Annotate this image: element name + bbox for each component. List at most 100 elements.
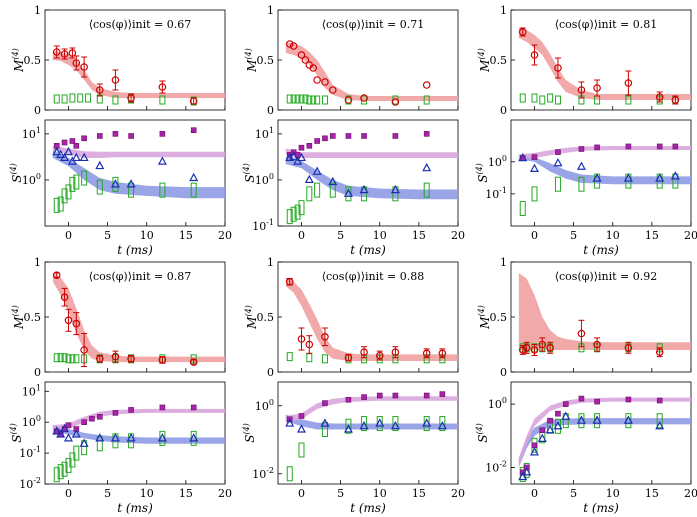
m-green-marker xyxy=(85,93,92,103)
xtick-label: 0 xyxy=(298,487,305,500)
s-green-marker xyxy=(96,179,103,195)
s-blue-marker xyxy=(312,166,322,175)
s-ytick-label: 100 xyxy=(22,172,41,187)
s-blue-marker xyxy=(126,433,136,442)
xtick-label: 15 xyxy=(179,487,193,500)
xtick-label: 5 xyxy=(104,229,111,242)
m-green-marker xyxy=(112,95,119,105)
s-blue-marker xyxy=(537,433,547,442)
s-blue-marker xyxy=(529,447,539,456)
s-green-marker xyxy=(423,182,430,198)
m-red-marker xyxy=(391,98,400,106)
s-blue-marker xyxy=(71,152,81,162)
s-purple-marker xyxy=(128,407,134,413)
xtick-label: 15 xyxy=(179,229,193,242)
m-red-marker xyxy=(522,343,531,352)
m-green-marker xyxy=(298,94,305,104)
s-green-marker xyxy=(57,464,64,480)
xlabel: t (ms) xyxy=(583,501,619,515)
s-green-marker xyxy=(554,176,561,192)
m-red-marker xyxy=(52,271,61,280)
subplot-5: 0 0.5 1 M(4) ⟨cos(φ)⟩init = 0.88 10-2 100 0 5 10 1… xyxy=(242,256,465,515)
m-green-marker xyxy=(519,93,526,103)
subplot-4: 00.51M(4)⟨cos(φ)⟩init = 0.8710-210-11001… xyxy=(9,256,232,515)
s-blue-marker xyxy=(110,433,120,442)
m-ytick-label: 1 xyxy=(34,4,41,17)
m-ylabel: M(4) xyxy=(244,305,259,330)
m-red-marker xyxy=(189,97,198,105)
annotation-text: ⟨cos(φ)⟩init = 0.67 xyxy=(89,18,192,31)
m-red-band xyxy=(518,273,691,350)
xtick-label: 20 xyxy=(684,229,697,242)
s-blue-marker xyxy=(320,418,330,427)
m-red-marker xyxy=(577,86,586,94)
m-red-marker xyxy=(328,86,337,94)
s-green-marker xyxy=(73,445,80,461)
s-blue-marker xyxy=(553,420,563,430)
s-purple-marker xyxy=(314,138,320,144)
m-green-marker xyxy=(423,95,430,105)
s-purple-marker xyxy=(439,391,446,397)
m-green-marker xyxy=(294,94,301,104)
m-ylabel: M(4) xyxy=(244,48,259,73)
s-blue-marker xyxy=(126,179,136,188)
s-blue-marker xyxy=(561,411,571,420)
m-green-marker xyxy=(286,94,293,104)
xtick-label: 20 xyxy=(218,487,232,500)
s-purple-marker xyxy=(392,133,399,139)
m-axes-frame xyxy=(510,9,692,111)
xtick-label: 20 xyxy=(451,229,465,242)
m-red-marker xyxy=(297,335,306,343)
xtick-label: 20 xyxy=(218,229,232,242)
m-green-marker xyxy=(345,95,352,105)
xtick-label: 10 xyxy=(606,229,620,242)
m-ytick-label: 0.5 xyxy=(257,311,275,324)
m-red-marker xyxy=(95,86,104,94)
m-red-marker xyxy=(64,316,73,325)
s-blue-marker xyxy=(71,429,81,438)
s-green-marker xyxy=(439,416,446,432)
s-blue-marker xyxy=(343,424,353,433)
s-green-marker xyxy=(128,182,135,198)
xtick-label: 5 xyxy=(337,487,344,500)
s-green-marker xyxy=(306,186,313,202)
m-red-marker xyxy=(72,59,81,67)
s-blue-band xyxy=(518,418,691,468)
m-red-marker xyxy=(305,340,314,349)
m-green-marker xyxy=(321,95,328,105)
m-red-marker xyxy=(158,356,167,364)
s-blue-marker xyxy=(56,429,66,438)
s-purple-marker xyxy=(81,135,87,142)
m-red-marker xyxy=(127,94,135,102)
m-green-marker xyxy=(128,354,135,364)
m-ytick-label: 0.5 xyxy=(257,54,275,67)
annotation-text: ⟨cos(φ)⟩init = 0.81 xyxy=(555,18,658,31)
s-blue-marker xyxy=(623,173,633,182)
m-red-marker xyxy=(624,343,633,352)
s-blue-marker xyxy=(518,471,528,481)
xlabel: t (ms) xyxy=(350,501,386,515)
m-red-band xyxy=(52,51,226,98)
m-red-marker xyxy=(95,354,104,363)
s-purple-marker xyxy=(555,149,561,155)
s-green-marker xyxy=(578,176,585,192)
m-ytick-label: 0.5 xyxy=(490,311,508,324)
xtick-label: 0 xyxy=(65,487,72,500)
s-purple-marker xyxy=(578,146,585,152)
s-ytick-label: 10-2 xyxy=(19,476,41,491)
s-purple-marker xyxy=(96,133,103,139)
s-blue-marker xyxy=(60,423,70,433)
m-red-marker xyxy=(530,51,539,59)
m-red-marker xyxy=(285,40,294,48)
xlabel: t (ms) xyxy=(117,501,153,515)
m-red-marker xyxy=(655,348,664,357)
m-red-marker xyxy=(297,51,306,59)
s-purple-marker xyxy=(562,401,569,407)
s-blue-marker xyxy=(375,418,385,427)
s-blue-marker xyxy=(390,184,400,194)
s-purple-marker xyxy=(392,392,399,399)
s-green-marker xyxy=(69,176,76,192)
s-blue-marker xyxy=(95,160,105,170)
xtick-label: 10 xyxy=(606,487,620,500)
